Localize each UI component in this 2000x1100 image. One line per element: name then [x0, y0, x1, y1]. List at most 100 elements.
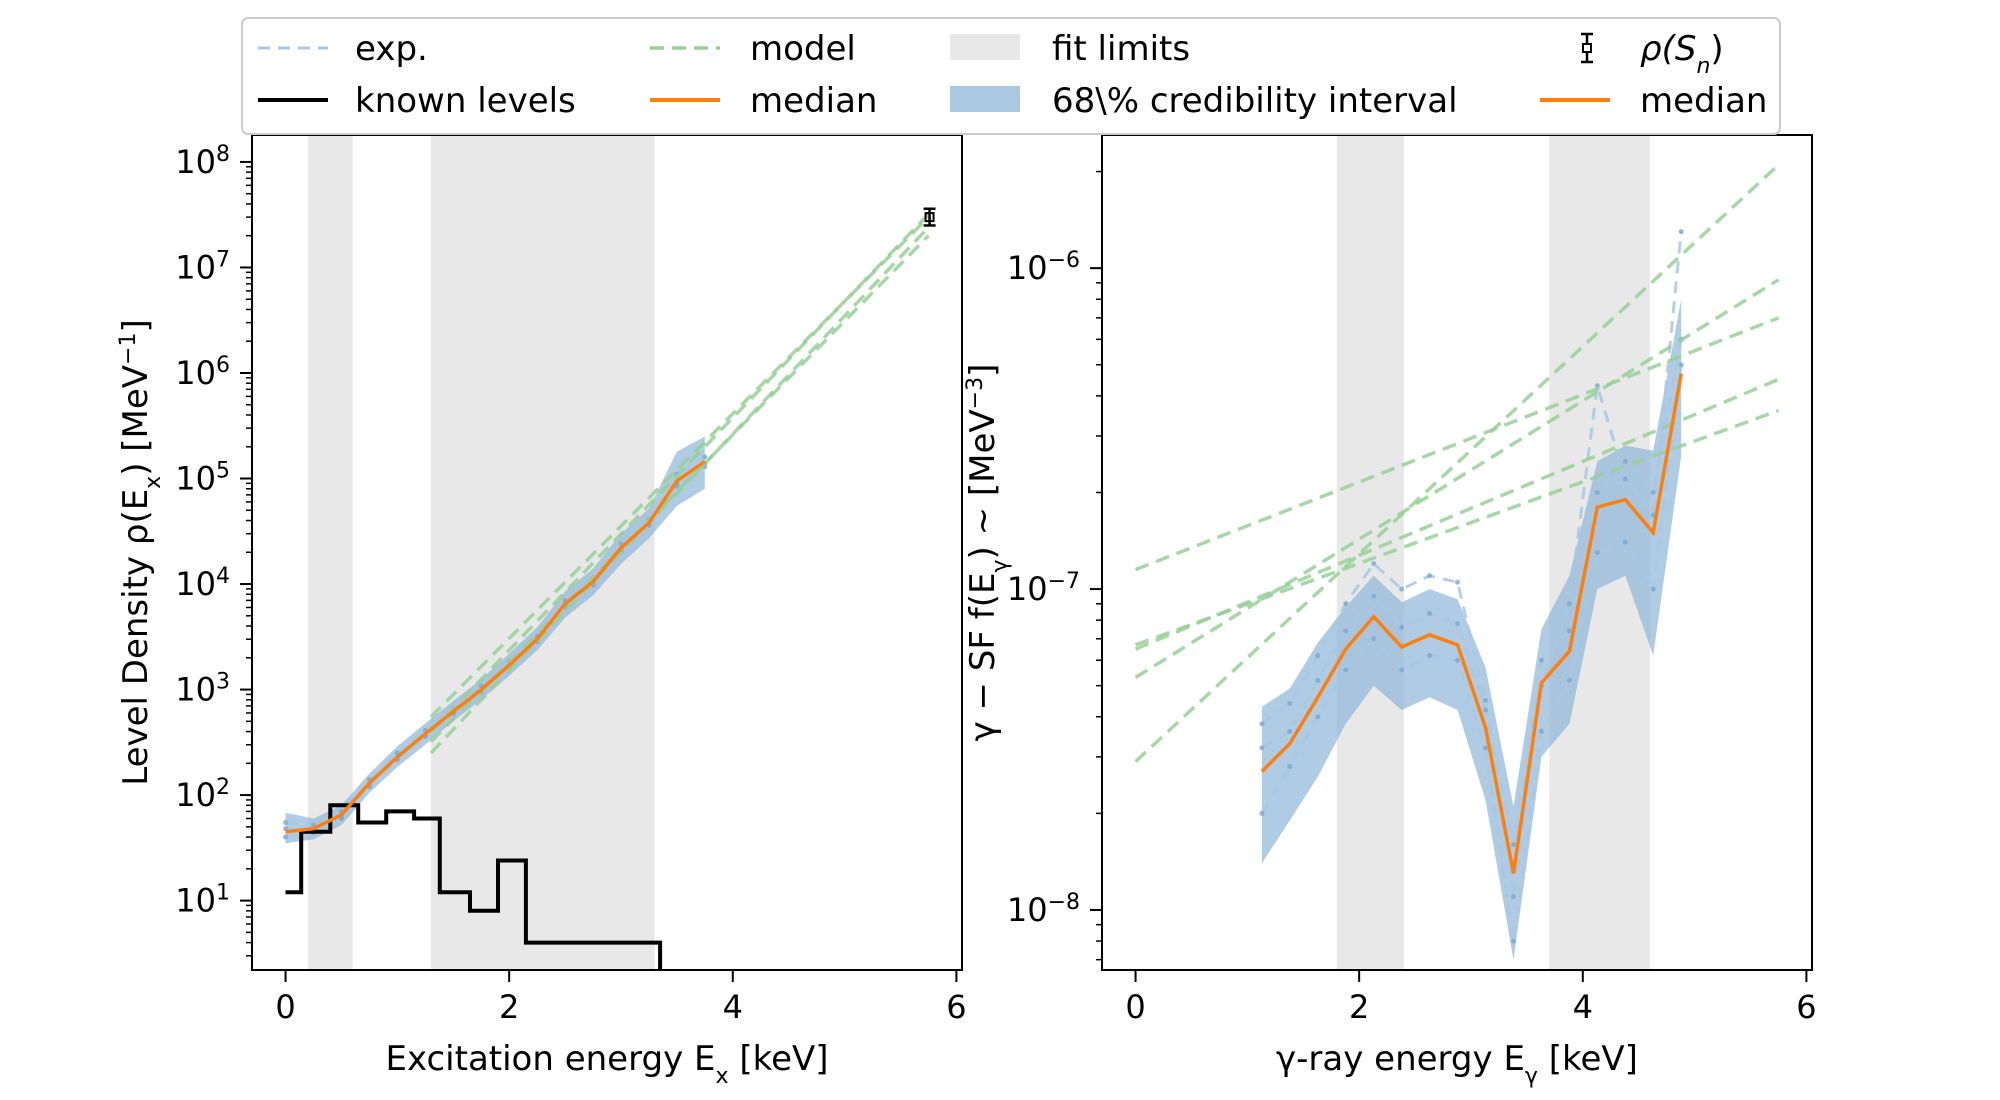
exp-series-1: [285, 455, 706, 827]
y-tick-label: 105: [175, 458, 230, 498]
exp-point: [1650, 489, 1656, 495]
legend-item-errorbar: ρ(Sn): [1581, 29, 1724, 79]
legend-label: known levels: [355, 81, 576, 121]
model-series-2: [429, 215, 930, 719]
y-tick-label: 106: [175, 352, 230, 392]
exp-point: [1287, 728, 1293, 734]
exp-series-lines: [1259, 229, 1684, 944]
x-tick-label: 0: [1125, 988, 1145, 1026]
exp-point: [1371, 593, 1377, 599]
known-levels-line: [285, 803, 663, 970]
model-series-0: [429, 212, 930, 733]
exp-point: [1371, 636, 1377, 642]
legend-label: median: [1640, 81, 1767, 121]
exp-point: [1650, 586, 1656, 592]
exp-point: [1510, 894, 1516, 900]
exp-point: [1483, 697, 1489, 703]
legend-handle: [950, 34, 1020, 60]
x-tick-label: 6: [1796, 988, 1816, 1026]
exp-point: [1678, 229, 1684, 235]
x-tick-label: 6: [946, 988, 966, 1026]
exp-point: [1510, 938, 1516, 944]
exp-point: [1566, 601, 1572, 607]
level-density-panel: 0 2 4 6 101 102 103 104 105 106 107 108 Excitation…: [116, 134, 967, 1089]
exp-point: [1399, 667, 1405, 673]
exp-point: [1427, 653, 1433, 659]
legend-label: model: [750, 29, 856, 69]
legend-item-fitlimits: fit limits: [950, 29, 1190, 69]
median-series: [285, 460, 706, 834]
exp-series-0: [1261, 231, 1683, 897]
legend-handle: [950, 86, 1020, 112]
exp-point: [1566, 677, 1572, 683]
legend-handle-marker: [1582, 43, 1592, 53]
left-y-ticks: 101 102 103 104 105 106 107 108: [175, 141, 252, 957]
legend-item-known: known levels: [258, 81, 576, 121]
legend-label: fit limits: [1052, 29, 1190, 69]
exp-point: [1343, 667, 1349, 673]
exp-point: [1455, 621, 1461, 627]
exp-point: [1287, 763, 1293, 769]
x-tick-label: 4: [723, 988, 743, 1026]
exp-point: [1622, 476, 1628, 482]
x-tick-label: 0: [275, 988, 295, 1026]
median-line: [285, 460, 706, 834]
exp-point: [1427, 573, 1433, 579]
y-tick-label: 102: [175, 775, 230, 815]
exp-series-2: [1261, 339, 1683, 845]
exp-point: [1594, 489, 1600, 495]
right-y-ticks: 10−8 10−7 10−6: [1007, 170, 1102, 961]
model-series-3: [1134, 163, 1780, 763]
x-tick-label: 2: [499, 988, 519, 1026]
legend-item-band: 68\% credibility interval: [950, 81, 1458, 121]
left-y-axis-label: Level Density ρ(Ex) [MeV−1]: [116, 319, 166, 786]
right-y-axis-label: γ − SF f(Eγ) ~ [MeV−3]: [963, 364, 1013, 742]
right-x-ticks: 0 2 4 6: [1125, 970, 1817, 1026]
y-tick-label: 104: [175, 564, 230, 604]
known-levels-step: [285, 803, 663, 970]
exp-point: [1259, 810, 1265, 816]
legend-box: [241, 17, 1781, 135]
legend-item-median: median: [650, 81, 877, 121]
legend-label: ρ(Sn): [1640, 29, 1724, 79]
exp-point: [1455, 657, 1461, 663]
exp-point: [702, 454, 708, 460]
legend-label: exp.: [355, 29, 428, 69]
legend-label: median: [750, 81, 877, 121]
fit-limit-region-0: [307, 135, 353, 970]
exp-point: [1399, 624, 1405, 630]
exp-point: [1538, 728, 1544, 734]
rho-sn-errorbar: [923, 207, 936, 227]
model-series-1: [1134, 316, 1780, 572]
exp-point: [1343, 601, 1349, 607]
exp-point: [1399, 586, 1405, 592]
legend: exp. known levels model median fit limits 68\…: [241, 17, 1781, 135]
exp-point: [1510, 841, 1516, 847]
legend-item-median: median: [1540, 81, 1767, 121]
right-plot-frame: [1101, 134, 1813, 971]
right-x-axis-label: γ-ray energy Eγ [keV]: [1276, 1039, 1638, 1089]
left-x-ticks: 0 2 4 6: [275, 970, 967, 1026]
exp-point: [1315, 677, 1321, 683]
exp-point: [1455, 579, 1461, 585]
y-tick-label: 107: [175, 247, 230, 287]
exp-point: [1315, 714, 1321, 720]
exp-point: [1259, 745, 1265, 751]
exp-point: [1622, 539, 1628, 545]
y-tick-label: 103: [175, 669, 230, 709]
y-tick-label: 10−6: [1007, 248, 1080, 288]
exp-point: [1343, 628, 1349, 634]
legend-label: 68\% credibility interval: [1052, 81, 1458, 121]
exp-point: [1538, 657, 1544, 663]
model-series-3: [429, 234, 930, 744]
model-series-2: [1134, 278, 1780, 679]
x-tick-label: 2: [1349, 988, 1369, 1026]
exp-point: [283, 819, 289, 825]
median-line: [1260, 373, 1683, 874]
y-tick-label: 10−8: [1007, 889, 1080, 929]
exp-point: [1315, 653, 1321, 659]
exp-point: [1678, 362, 1684, 368]
exp-point: [1371, 561, 1377, 567]
